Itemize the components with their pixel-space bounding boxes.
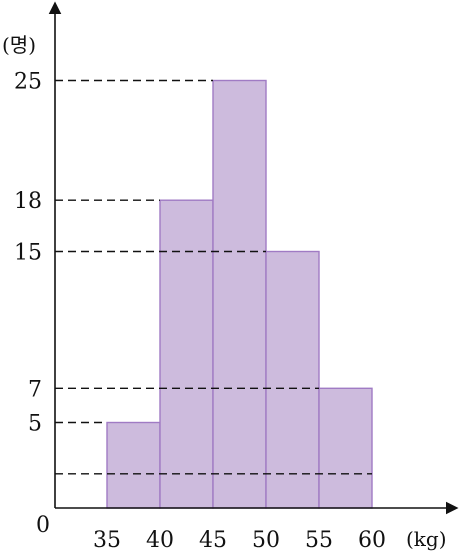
histogram-bar xyxy=(265,250,320,509)
x-tick-label: 35 xyxy=(93,528,121,553)
x-tick-label: 40 xyxy=(146,528,174,553)
histogram-bar xyxy=(212,79,267,509)
histogram-bars xyxy=(106,79,373,509)
x-tick-labels: 35 40 45 50 55 60 xyxy=(93,528,386,553)
histogram-bar xyxy=(106,421,161,509)
dashed-guide-lines xyxy=(55,79,372,475)
y-tick-label: 15 xyxy=(14,241,42,266)
x-tick-label: 60 xyxy=(358,528,386,553)
y-tick-label: 18 xyxy=(14,189,42,214)
x-tick-label: 45 xyxy=(199,528,227,553)
x-tick-label: 55 xyxy=(305,528,333,553)
origin-label: 0 xyxy=(36,513,50,538)
y-tick-label: 25 xyxy=(14,70,42,95)
y-tick-label: 7 xyxy=(28,377,42,402)
histogram-bar xyxy=(159,199,214,509)
x-tick-label: 50 xyxy=(252,528,280,553)
x-axis-unit: (kg) xyxy=(406,527,447,551)
histogram-bar xyxy=(318,387,373,509)
y-tick-label: 5 xyxy=(28,412,42,437)
y-tick-labels: 5 7 15 18 25 xyxy=(14,70,42,437)
y-axis-unit: (명) xyxy=(2,33,36,57)
